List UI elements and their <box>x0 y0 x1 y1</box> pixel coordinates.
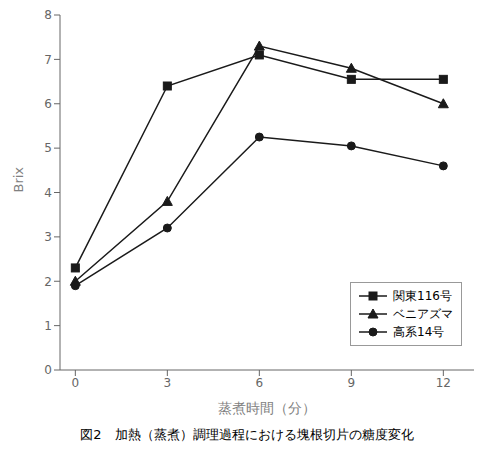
svg-text:4: 4 <box>44 186 52 200</box>
svg-text:9: 9 <box>348 376 356 390</box>
svg-text:1: 1 <box>44 319 52 333</box>
html-text:高系14号: 高系14号 <box>393 325 445 339</box>
svg-text:7: 7 <box>44 53 52 67</box>
html-text:図2 加熱（蒸煮）調理過程における塊根切片の糖度変化: 図2 加熱（蒸煮）調理過程における塊根切片の糖度変化 <box>80 427 414 442</box>
html-text:ベニアズマ: ベニアズマ <box>393 307 453 321</box>
svg-text:6: 6 <box>44 97 52 111</box>
svg-text:3: 3 <box>44 230 52 244</box>
svg-text:0: 0 <box>44 363 52 377</box>
html-text:関東116号: 関東116号 <box>393 289 452 303</box>
svg-text:3: 3 <box>164 376 172 390</box>
svg-text:Brix: Brix <box>11 167 26 193</box>
svg-text:蒸煮時間（分）: 蒸煮時間（分） <box>218 400 316 416</box>
svg-text:2: 2 <box>44 275 52 289</box>
svg-text:5: 5 <box>44 141 52 155</box>
svg-text:8: 8 <box>44 8 52 22</box>
svg-text:12: 12 <box>436 376 451 390</box>
svg-text:0: 0 <box>72 376 80 390</box>
svg-text:6: 6 <box>256 376 264 390</box>
